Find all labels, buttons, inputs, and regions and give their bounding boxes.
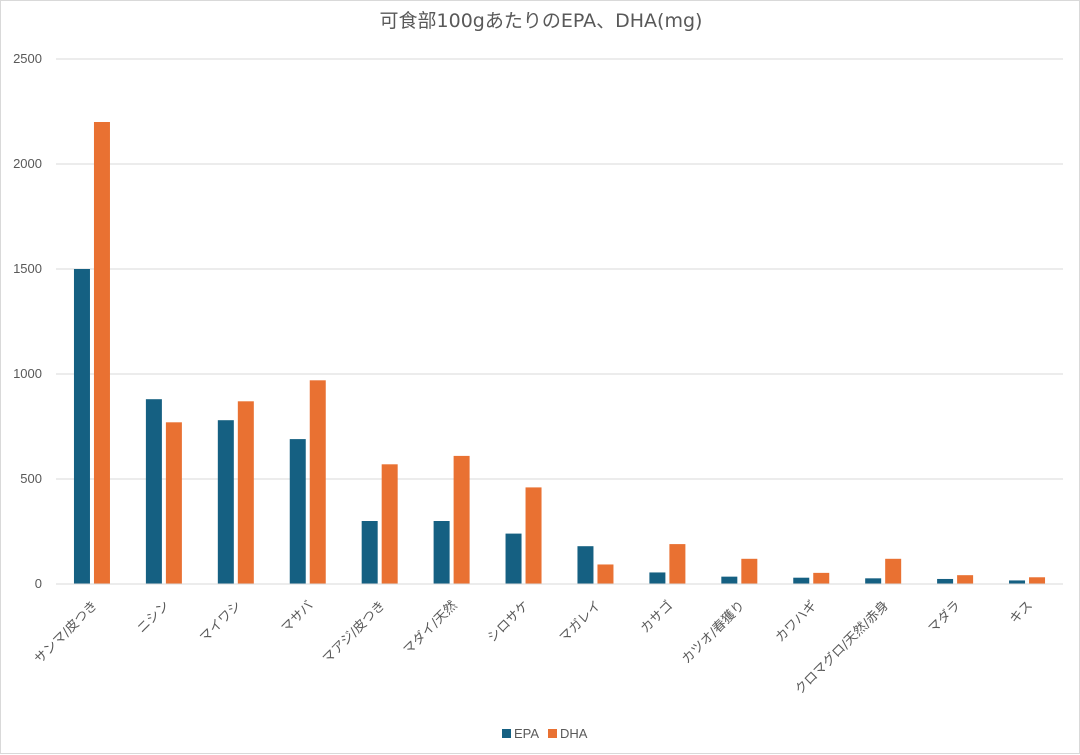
y-tick-label: 2000 [13, 156, 42, 171]
x-axis-ticks: サンマ/皮つき ニシン マイワシ マサバ マアジ/皮つき マダイ/天然 シロサケ マガレイ カサ… [32, 598, 1036, 698]
bar-epa [145, 399, 162, 584]
x-tick-label: マダラ [926, 598, 964, 636]
bar-dha [525, 487, 542, 584]
bar-dha [813, 572, 830, 584]
bar-epa [721, 576, 738, 584]
legend-swatch-epa [502, 729, 511, 738]
x-tick-label: マアジ/皮つき [320, 598, 389, 667]
bar-dha [957, 575, 974, 584]
x-tick-label: カワハギ [773, 598, 820, 645]
bar-dha [669, 544, 686, 584]
bar-dha [237, 401, 254, 584]
bars [73, 122, 1046, 584]
y-tick-label: 2500 [13, 51, 42, 66]
bar-dha [597, 564, 614, 584]
bar-epa [433, 521, 450, 584]
x-tick-label: サンマ/皮つき [32, 598, 101, 667]
bar-epa [505, 533, 522, 584]
legend: EPA DHA [502, 726, 588, 741]
x-tick-label: マダイ/天然 [400, 598, 460, 658]
x-tick-label: カツオ/春獲り [679, 598, 748, 667]
legend-label-dha: DHA [560, 726, 588, 741]
x-tick-label: カサゴ [637, 598, 676, 637]
x-tick-label: キス [1007, 598, 1036, 627]
legend-label-epa: EPA [514, 726, 539, 741]
bar-epa [73, 269, 90, 584]
bar-epa [1009, 580, 1026, 584]
bar-dha [741, 558, 758, 584]
bar-epa [361, 521, 378, 584]
bar-dha [885, 558, 902, 584]
legend-swatch-dha [548, 729, 557, 738]
bar-epa [649, 572, 666, 584]
bar-dha [165, 422, 182, 584]
x-tick-label: マサバ [279, 598, 317, 636]
y-axis-ticks: 0 500 1000 1500 2000 2500 [13, 51, 42, 591]
x-tick-label: シロサケ [485, 598, 532, 645]
bar-dha [93, 122, 110, 584]
x-tick-label: ニシン [135, 598, 173, 636]
bar-epa [289, 439, 306, 584]
y-tick-label: 0 [35, 576, 42, 591]
y-tick-label: 1500 [13, 261, 42, 276]
bar-epa [865, 578, 882, 584]
x-tick-label: マイワシ [197, 598, 244, 645]
y-tick-label: 1000 [13, 366, 42, 381]
chart-title: 可食部100gあたりのEPA、DHA(mg) [380, 10, 703, 32]
bar-dha [381, 464, 398, 584]
gridlines [56, 58, 1063, 480]
bar-epa [793, 577, 810, 584]
bar-epa [937, 578, 954, 584]
bar-epa [577, 546, 594, 584]
bar-dha [1029, 577, 1046, 584]
bar-epa [217, 420, 234, 584]
bar-dha [309, 380, 326, 584]
bar-dha [453, 455, 470, 584]
x-tick-label: マガレイ [557, 598, 604, 645]
y-tick-label: 500 [20, 471, 42, 486]
